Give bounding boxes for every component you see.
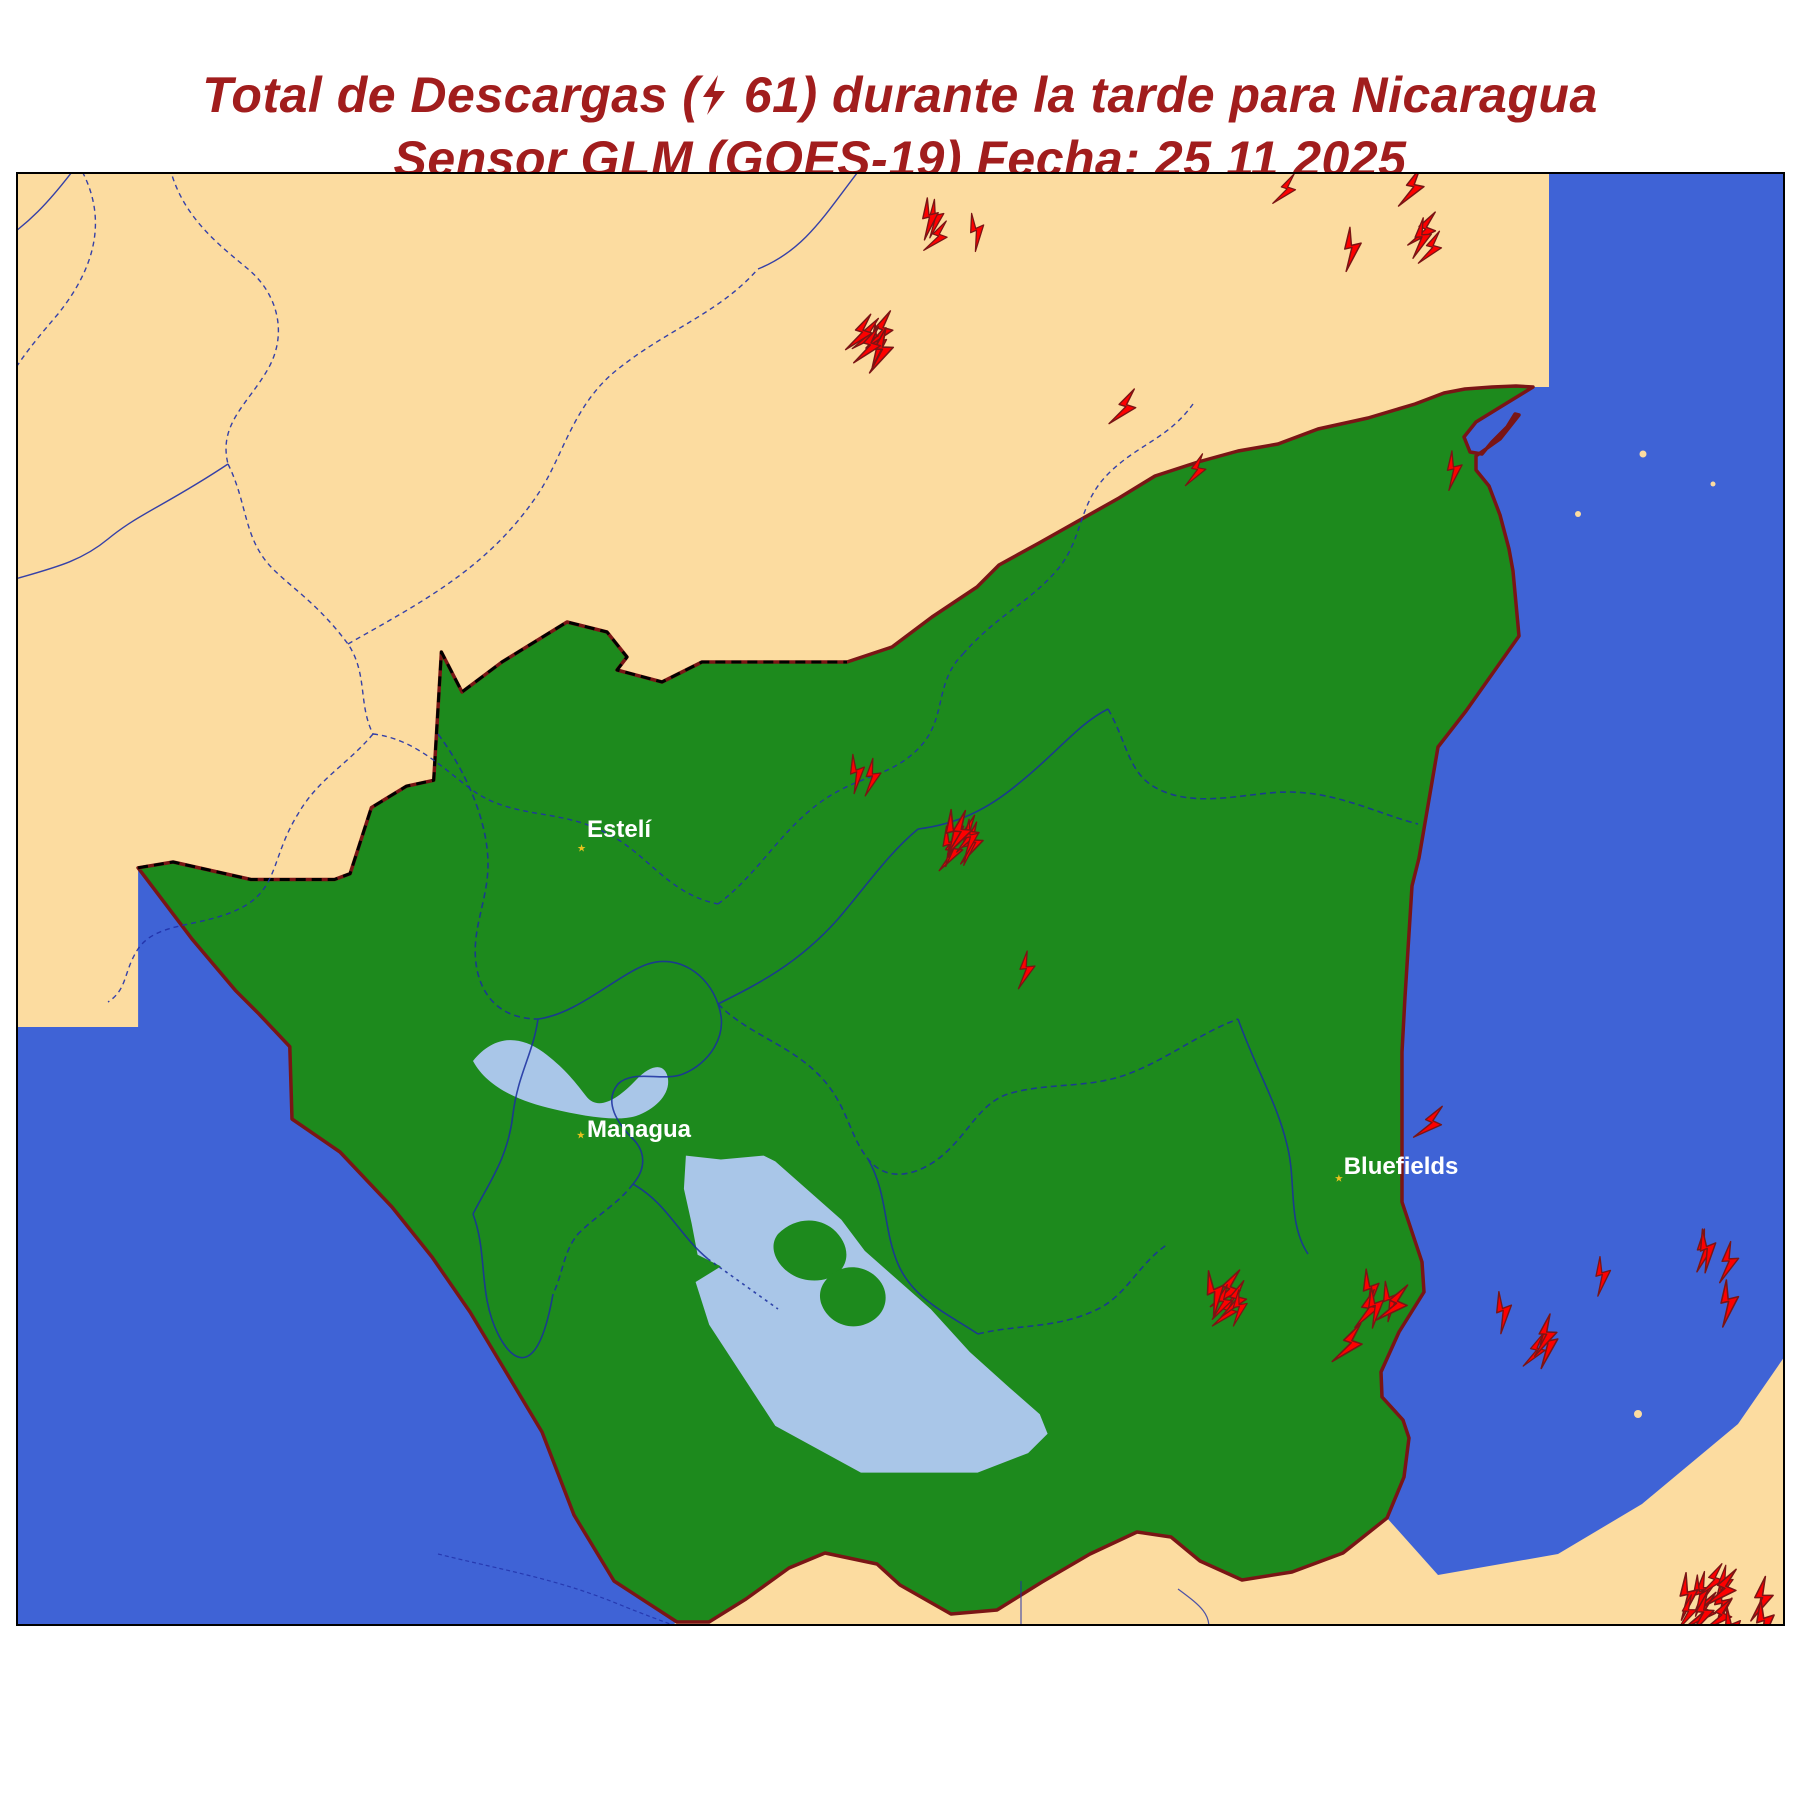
svg-text:Estelí: Estelí	[587, 816, 652, 843]
svg-text:Bluefields: Bluefields	[1344, 1153, 1459, 1180]
svg-text:Managua: Managua	[587, 1116, 692, 1143]
